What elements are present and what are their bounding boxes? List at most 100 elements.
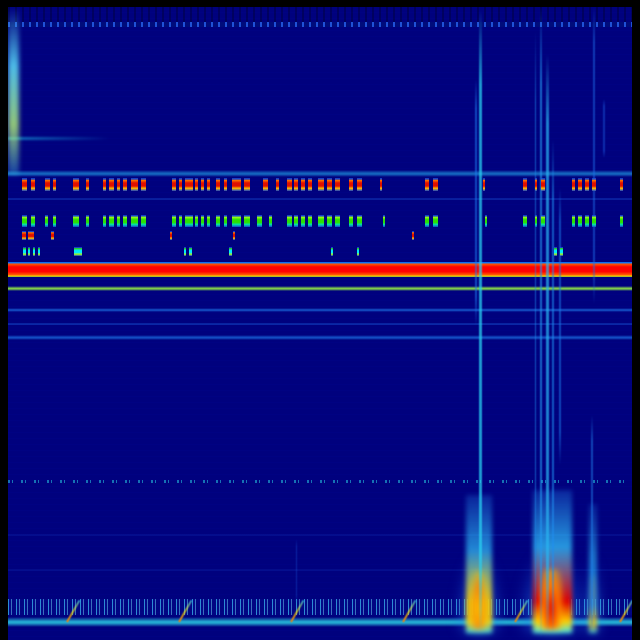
packet-burst <box>308 178 313 191</box>
burst-main-peak <box>539 568 563 629</box>
packet-burst <box>425 178 430 191</box>
packet-burst <box>571 178 576 191</box>
packet-burst <box>522 178 527 191</box>
packet-burst <box>334 214 341 227</box>
packet-row-green <box>8 214 632 227</box>
transient-a <box>478 9 482 634</box>
carrier-band-striations <box>8 7 632 22</box>
transient-d <box>540 7 543 640</box>
dotted-mid-line <box>8 479 632 483</box>
packet-burst <box>433 214 438 227</box>
transient-a-glow <box>8 7 19 176</box>
packet-burst <box>178 178 182 191</box>
noise-floor-band <box>8 599 632 616</box>
packet-burst <box>326 214 332 227</box>
carrier-orange-band <box>8 262 632 277</box>
faint-upper-streak <box>8 136 111 140</box>
packet-burst <box>585 214 590 227</box>
packet-burst <box>102 178 107 191</box>
packet-burst <box>45 178 50 191</box>
packet-burst <box>334 178 341 191</box>
burst-left-core <box>466 494 492 634</box>
packet-burst <box>74 247 83 257</box>
packet-burst <box>130 214 138 227</box>
packet-burst <box>357 178 362 191</box>
packet-burst <box>45 214 48 227</box>
packet-burst <box>330 247 333 257</box>
burst-left-peak <box>470 570 486 629</box>
packet-burst <box>185 178 194 191</box>
chirp-4 <box>402 599 417 623</box>
packet-burst <box>293 214 298 227</box>
packet-burst <box>425 214 430 227</box>
packet-burst <box>102 214 107 227</box>
packet-burst <box>206 214 210 227</box>
packet-burst <box>349 178 354 191</box>
broad-cyan-band <box>8 170 632 178</box>
packet-burst <box>256 214 262 227</box>
packet-burst <box>232 178 242 191</box>
packet-burst <box>383 214 386 227</box>
packet-burst <box>571 214 576 227</box>
transient-j <box>591 415 593 634</box>
packet-burst <box>578 214 583 227</box>
packet-burst <box>482 178 485 191</box>
packet-burst <box>117 214 121 227</box>
packet-burst <box>33 247 36 257</box>
packet-burst <box>215 214 220 227</box>
packet-burst <box>276 178 280 191</box>
packet-burst <box>140 214 147 227</box>
packet-burst <box>73 214 80 227</box>
packet-burst <box>293 178 298 191</box>
packet-burst <box>185 214 194 227</box>
packet-burst <box>21 214 27 227</box>
packet-burst <box>534 214 538 227</box>
packet-burst <box>52 178 56 191</box>
packet-burst <box>620 214 624 227</box>
chirp-3 <box>289 599 305 623</box>
packet-burst <box>585 178 590 191</box>
packet-burst <box>263 178 269 191</box>
transient-b <box>475 79 477 327</box>
packet-rows-layer <box>8 7 632 640</box>
packet-burst <box>232 214 242 227</box>
packet-burst <box>21 230 26 241</box>
packet-burst <box>201 214 204 227</box>
packet-burst <box>27 247 31 257</box>
packet-burst <box>31 214 36 227</box>
packet-burst <box>534 178 538 191</box>
chirp-1 <box>65 599 81 623</box>
packet-burst <box>27 230 35 241</box>
packet-burst <box>86 214 89 227</box>
packet-burst <box>206 178 210 191</box>
packet-burst <box>169 230 172 241</box>
burst-right-peak <box>590 575 596 630</box>
spectrogram-canvas[interactable] <box>8 7 632 640</box>
packet-burst <box>300 214 306 227</box>
packet-burst <box>109 178 115 191</box>
packet-burst <box>308 214 313 227</box>
packet-row-red-sparse <box>8 230 632 241</box>
packet-burst <box>183 247 187 257</box>
packet-burst <box>123 178 127 191</box>
packet-burst <box>229 247 233 257</box>
transient-k <box>295 539 297 604</box>
chirps-layer <box>8 7 632 640</box>
packet-burst <box>318 214 324 227</box>
packet-burst <box>73 178 80 191</box>
packet-burst <box>357 247 359 257</box>
packet-burst <box>171 178 176 191</box>
packet-burst <box>195 214 199 227</box>
packet-burst <box>189 247 193 257</box>
packet-burst <box>52 214 56 227</box>
burst-right-core <box>589 504 597 634</box>
packet-burst <box>433 178 438 191</box>
packet-burst <box>233 230 236 241</box>
packet-burst <box>224 178 228 191</box>
packet-burst <box>484 214 487 227</box>
blue-tone-line-3 <box>8 335 632 341</box>
transient-h <box>593 7 595 304</box>
transient-f <box>552 138 554 634</box>
packet-burst <box>554 247 557 257</box>
